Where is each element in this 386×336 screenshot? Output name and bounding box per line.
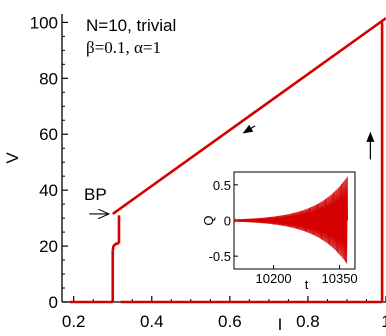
y-tick-label: 100 <box>30 13 58 32</box>
inset-y-tick-label: 0.5 <box>213 178 231 193</box>
y-axis-label: V <box>3 152 22 164</box>
annotation-bp: BP <box>84 185 107 204</box>
y-tick-label: 80 <box>39 69 58 88</box>
direction-arrow <box>242 124 256 134</box>
annotation-n: N=10, trivial <box>86 16 176 35</box>
inset-x-axis-label: t <box>305 277 309 292</box>
inset-series-line <box>233 176 348 264</box>
inset-x-tick-label: 10200 <box>256 271 292 286</box>
inset-y-axis-label: Q <box>201 215 216 225</box>
x-tick-label: 0.6 <box>218 312 242 331</box>
y-tick-label: 40 <box>39 181 58 200</box>
x-tick-label: 0.2 <box>62 312 86 331</box>
y-tick-label: 0 <box>49 293 58 312</box>
main-plot: 0 20 40 60 80 100 0.2 0.4 0.6 0.8 1 <box>30 13 386 331</box>
x-tick-label: 0.8 <box>296 312 320 331</box>
series-line-segment <box>111 242 120 251</box>
x-tick-label: 1 <box>381 312 386 331</box>
inset-x-tick-label: 10350 <box>322 271 358 286</box>
inset-y-tick-label: -0.5 <box>209 249 231 264</box>
annotation-params: β=0.1, α=1 <box>86 38 161 57</box>
inset-plot: 0.5 0 -0.5 10200 10350 Qt <box>201 170 361 295</box>
y-tick-label: 60 <box>39 125 58 144</box>
inset-y-tick-label: 0 <box>224 214 231 229</box>
series-line-segment <box>111 17 386 215</box>
x-tick-label: 0.4 <box>140 312 164 331</box>
y-tick-label: 20 <box>39 237 58 256</box>
annotation-layer: V I N=10, trivial β=0.1, α=1 BP <box>3 16 283 334</box>
x-axis-label: I <box>278 315 283 331</box>
